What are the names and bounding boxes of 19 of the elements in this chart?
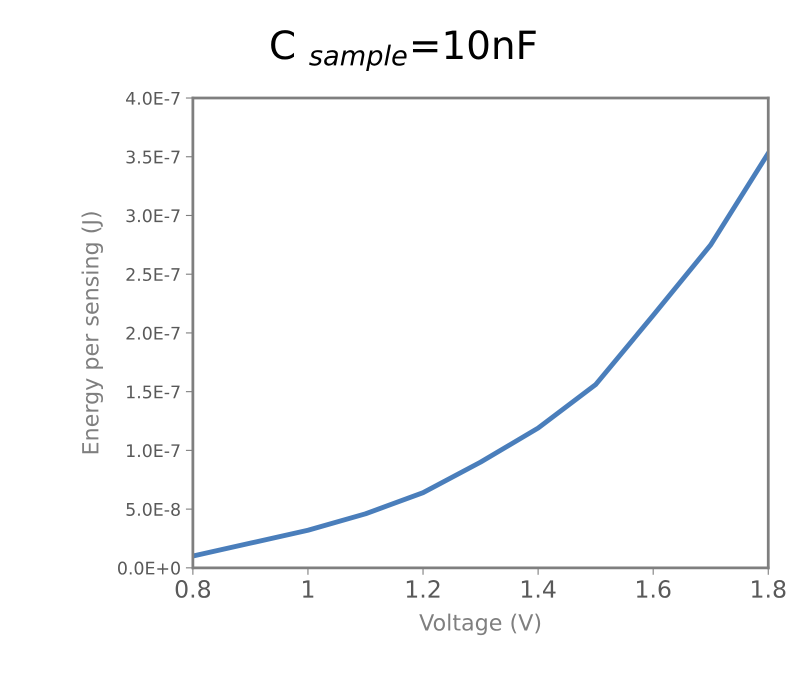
y-tick-label: 2.0E-7 [126, 326, 180, 340]
x-tick-label: 0.8 [176, 580, 210, 598]
x-tick-label: 1.6 [637, 580, 670, 598]
y-tick-label: 4.0E-7 [126, 92, 180, 105]
x-tick-label: 1.8 [752, 580, 786, 598]
y-axis-title: Energy per sensing (J) [82, 212, 104, 454]
x-tick-label: 1.2 [406, 580, 440, 598]
y-tick-label: 1.5E-7 [127, 386, 180, 398]
x-tick-label: 1 [303, 580, 314, 598]
y-tick-label: 5.0E-8 [126, 502, 180, 516]
chart-title: C $_{sample}$=10nF [271, 30, 536, 71]
y-tick-label: 2.5E-7 [126, 268, 180, 282]
x-tick-label: 1.4 [522, 580, 556, 598]
y-tick-label: 1.0E-7 [127, 444, 180, 458]
y-tick-label: 3.0E-7 [126, 209, 180, 222]
line-series [192, 150, 768, 559]
y-tick-label: 3.5E-7 [126, 150, 180, 164]
y-tick-label: 0.0E+0 [118, 562, 180, 575]
x-axis-title: Voltage (V) [419, 614, 540, 636]
